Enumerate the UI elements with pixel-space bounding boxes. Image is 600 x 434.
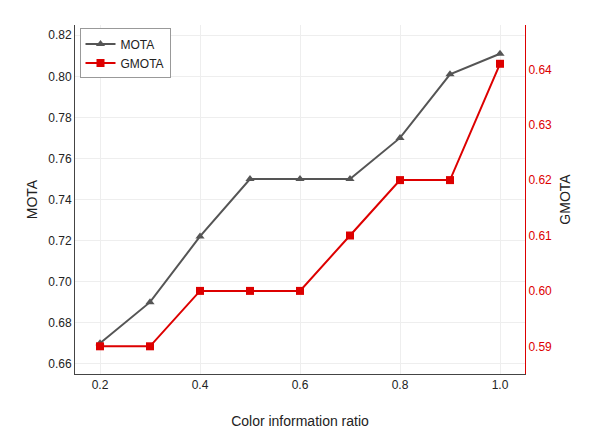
svg-text:0.60: 0.60 (528, 284, 552, 298)
svg-text:0.76: 0.76 (48, 152, 72, 166)
svg-text:0.72: 0.72 (48, 234, 72, 248)
svg-text:0.68: 0.68 (48, 316, 72, 330)
svg-text:0.66: 0.66 (48, 357, 72, 371)
svg-text:0.63: 0.63 (528, 118, 552, 132)
svg-text:1.0: 1.0 (492, 378, 509, 392)
svg-text:0.62: 0.62 (528, 173, 552, 187)
svg-text:0.6: 0.6 (292, 378, 309, 392)
svg-text:0.74: 0.74 (48, 193, 72, 207)
svg-text:0.80: 0.80 (48, 70, 72, 84)
svg-text:GMOTA: GMOTA (557, 174, 573, 225)
svg-text:0.82: 0.82 (48, 28, 72, 42)
svg-text:0.2: 0.2 (92, 378, 109, 392)
svg-text:0.8: 0.8 (392, 378, 409, 392)
svg-text:0.78: 0.78 (48, 111, 72, 125)
svg-text:0.59: 0.59 (528, 340, 552, 354)
svg-text:0.4: 0.4 (192, 378, 209, 392)
svg-text:0.64: 0.64 (528, 63, 552, 77)
svg-text:0.70: 0.70 (48, 275, 72, 289)
svg-text:0.61: 0.61 (528, 229, 552, 243)
svg-text:MOTA: MOTA (24, 179, 40, 219)
svg-text:GMOTA: GMOTA (121, 57, 164, 71)
svg-text:MOTA: MOTA (121, 38, 155, 52)
svg-text:Color information ratio: Color information ratio (231, 413, 369, 429)
